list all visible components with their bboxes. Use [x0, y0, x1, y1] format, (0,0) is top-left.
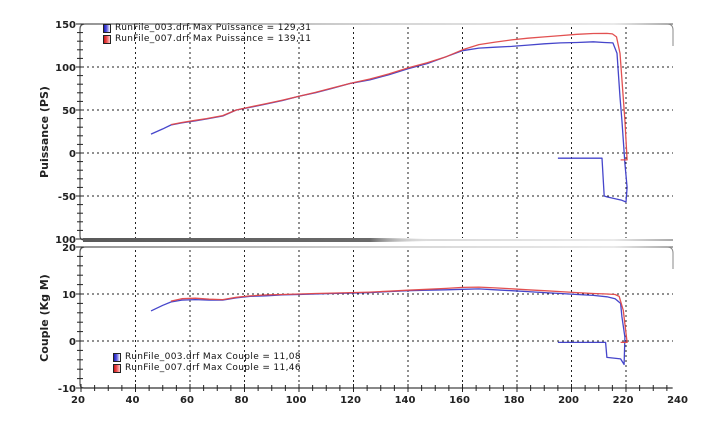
y-tick-label: 50 — [62, 106, 76, 117]
x-tick-label: 160 — [449, 395, 470, 406]
x-tick-label: 60 — [180, 395, 194, 406]
legend-label: RunFile_007.drf Max Couple = 11,46 — [125, 363, 301, 373]
blue-swatch-icon — [113, 353, 121, 362]
series-line-runfile-003-drf — [150, 41, 628, 203]
plot-frame — [79, 23, 673, 241]
legend-item-run003: RunFile_003.drf Max Couple = 11,08 — [113, 352, 301, 363]
red-swatch-icon — [113, 364, 121, 373]
y-tick-label: 0 — [69, 337, 76, 348]
power-axis-title: Puissance (PS) — [38, 86, 51, 178]
x-tick-label: 240 — [667, 395, 688, 406]
y-tick-label: 150 — [55, 20, 76, 31]
legend-label: RunFile_007.drf Max Puissance = 139,11 — [115, 34, 312, 44]
plot-frame-corner — [666, 246, 674, 269]
blue-swatch-icon — [103, 24, 111, 33]
power-panel: 150 100 50 0 -50 100 — [55, 20, 674, 246]
y-tick-label: 20 — [62, 243, 76, 254]
x-tick-label: 140 — [395, 395, 416, 406]
x-tick-label: 220 — [613, 395, 634, 406]
y-tick-label: 100 — [55, 63, 76, 74]
x-tick-label: 40 — [126, 395, 140, 406]
x-tick-label: 20 — [71, 395, 85, 406]
torque-axis-title: Couple (Kg M) — [38, 274, 51, 362]
x-tick-label: 100 — [286, 395, 307, 406]
torque-panel: 20 10 0 -10 — [58, 243, 674, 395]
legend-item-run003: RunFile_003.drf Max Puissance = 129,31 — [103, 23, 311, 34]
series-line-runfile-007-drf — [170, 32, 628, 161]
legend-item-run007: RunFile_007.drf Max Couple = 11,46 — [113, 363, 301, 374]
power-legend: RunFile_003.drf Max Puissance = 129,31 R… — [103, 23, 311, 45]
x-tick-label: 120 — [340, 395, 361, 406]
legend-label: RunFile_003.drf Max Puissance = 129,31 — [115, 23, 312, 33]
y-tick-label: -50 — [58, 192, 76, 203]
y-tick-label: 100 — [55, 235, 76, 246]
red-swatch-icon — [103, 35, 111, 44]
y-tick-label: 10 — [62, 290, 76, 301]
series-line-runfile-007-drf — [170, 286, 628, 344]
x-tick-label: 80 — [235, 395, 249, 406]
legend-label: RunFile_003.drf Max Couple = 11,08 — [125, 352, 301, 362]
x-tick-label: 180 — [504, 395, 525, 406]
scroll-band — [83, 238, 433, 242]
plot-frame-corner — [666, 23, 674, 46]
legend-item-run007: RunFile_007.drf Max Puissance = 139,11 — [103, 34, 311, 45]
y-tick-label: 0 — [69, 149, 76, 160]
torque-legend: RunFile_003.drf Max Couple = 11,08 RunFi… — [113, 352, 301, 374]
y-tick-label: -10 — [58, 384, 76, 395]
x-axis: 20 40 60 80 100 120 140 160 180 200 220 240 — [71, 384, 688, 406]
x-tick-label: 200 — [558, 395, 579, 406]
